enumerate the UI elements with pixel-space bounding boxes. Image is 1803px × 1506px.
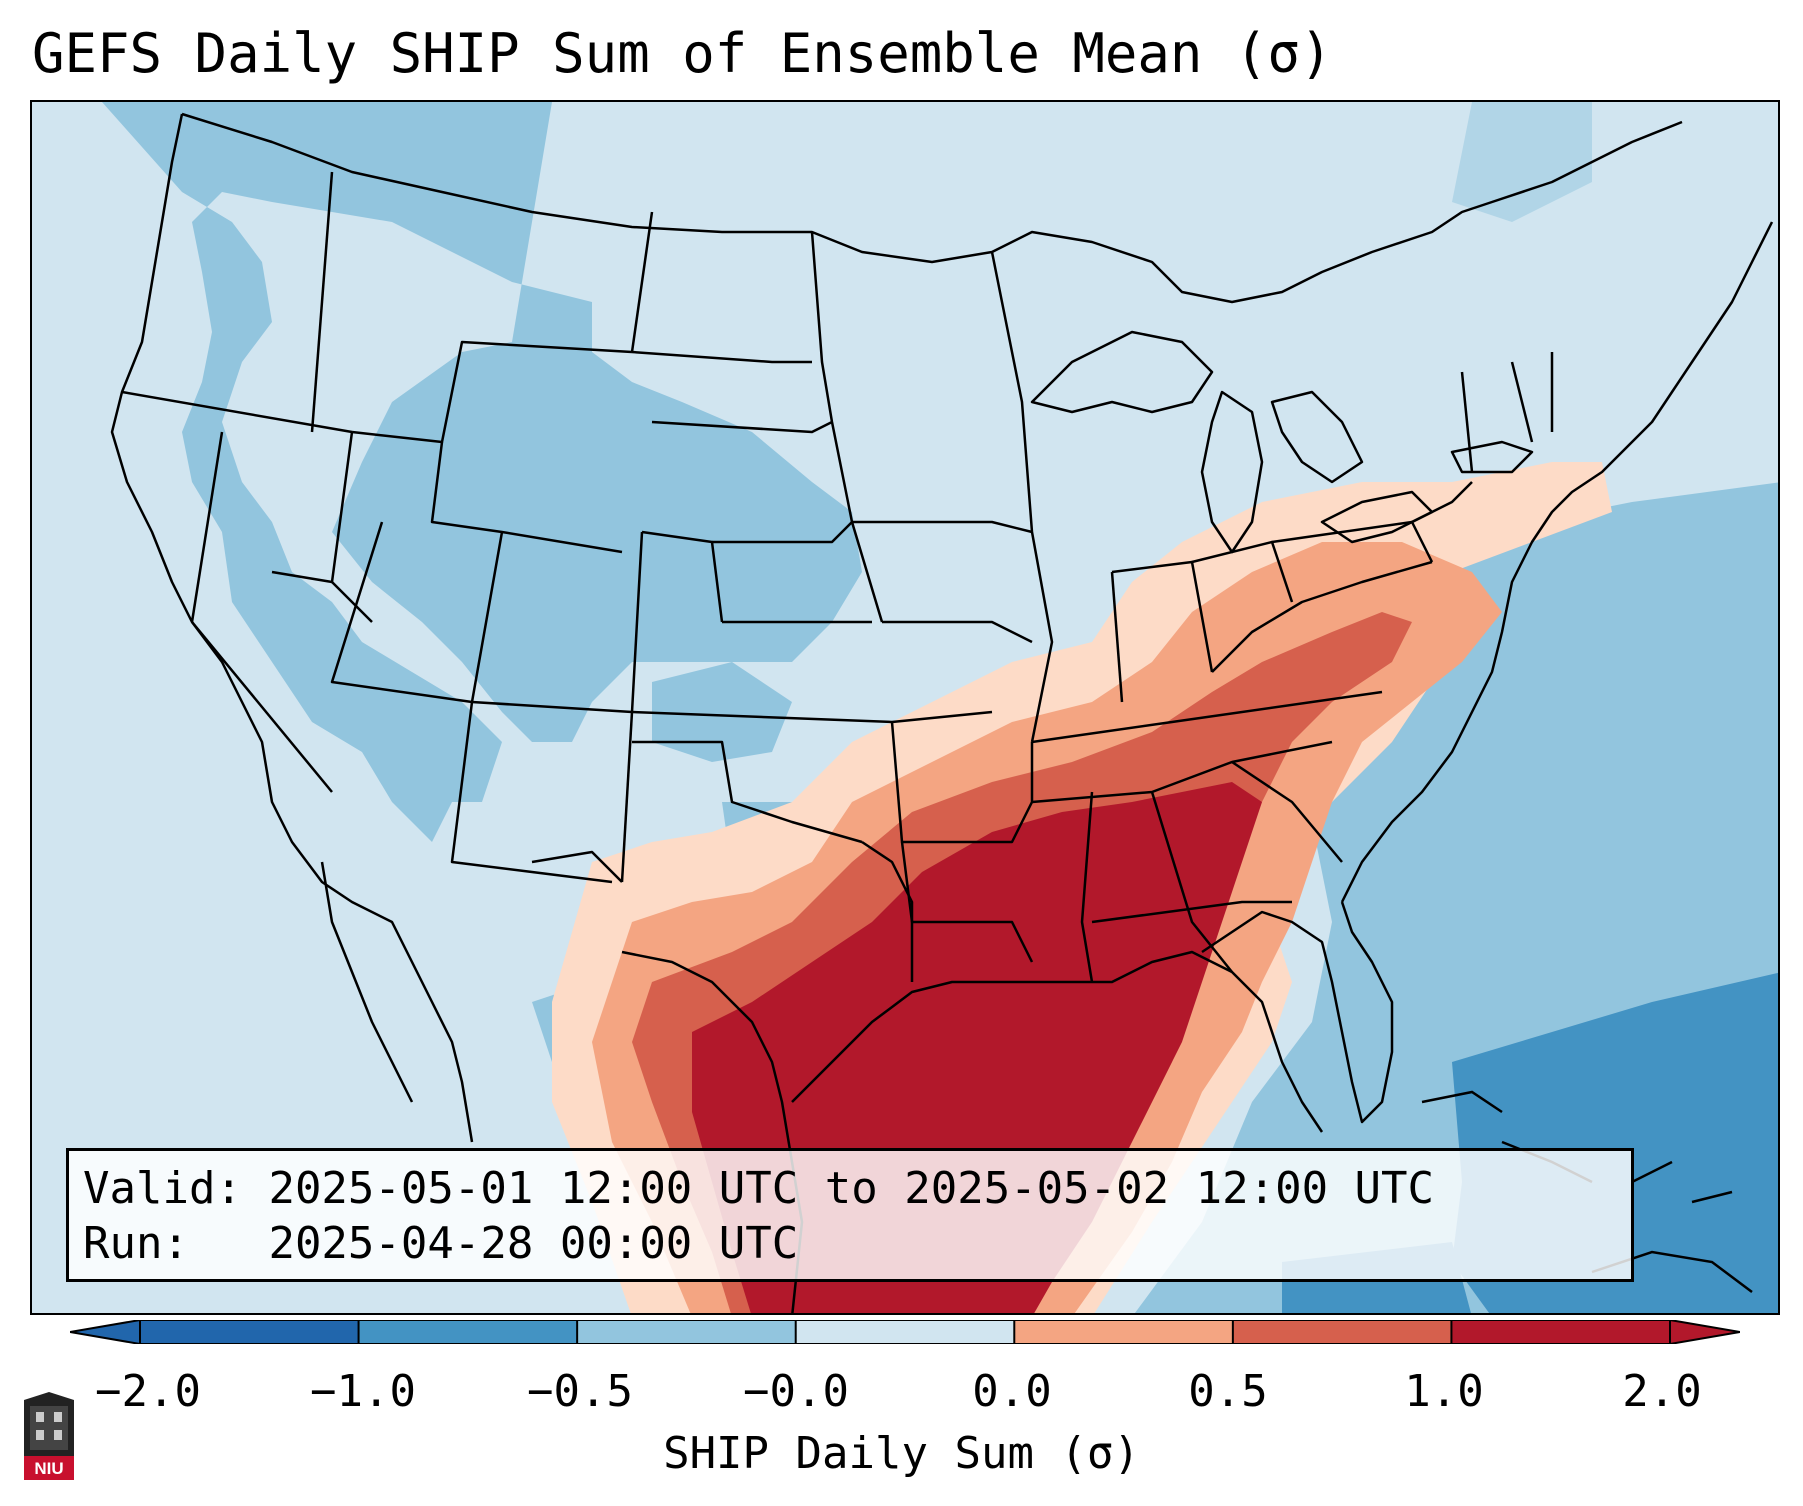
colorbar-extend-low (70, 1320, 140, 1344)
valid-label: Valid: (83, 1163, 242, 1214)
colorbar-bin (1451, 1320, 1671, 1344)
logo-text: NIU (34, 1459, 63, 1478)
map-svg (102, 102, 1778, 1313)
colorbar-tick: 0.5 (1188, 1366, 1268, 1417)
colorbar-tick: −0.0 (743, 1366, 849, 1417)
valid-value: 2025-05-01 12:00 UTC to 2025-05-02 12:00… (268, 1163, 1435, 1214)
colorbar-bin (795, 1320, 1015, 1344)
colorbar-extend-high (1670, 1320, 1740, 1344)
colorbar-bin (1232, 1320, 1452, 1344)
colorbar-bin (577, 1320, 797, 1344)
run-label: Run: (83, 1218, 189, 1269)
run-value: 2025-04-28 00:00 UTC (268, 1218, 799, 1269)
colorbar-tick: 0.0 (972, 1366, 1052, 1417)
info-box: Valid: 2025-05-01 12:00 UTC to 2025-05-0… (66, 1148, 1634, 1282)
niu-logo-icon: NIU (24, 1392, 74, 1480)
colorbar-tick: −1.0 (310, 1366, 416, 1417)
colorbar (70, 1320, 1740, 1344)
colorbar-label: SHIP Daily Sum (σ) (663, 1428, 1140, 1479)
map-boundaries (110, 112, 1774, 1313)
colorbar-tick: 2.0 (1622, 1366, 1702, 1417)
colorbar-tick: −0.5 (527, 1366, 633, 1417)
map-panel (30, 100, 1780, 1315)
colorbar-bin (358, 1320, 578, 1344)
colorbar-bin (140, 1320, 360, 1344)
colorbar-bin (1014, 1320, 1234, 1344)
chart-title: GEFS Daily SHIP Sum of Ensemble Mean (σ) (32, 22, 1333, 85)
colorbar-tick: 1.0 (1404, 1366, 1484, 1417)
colorbar-tick: −2.0 (95, 1366, 201, 1417)
